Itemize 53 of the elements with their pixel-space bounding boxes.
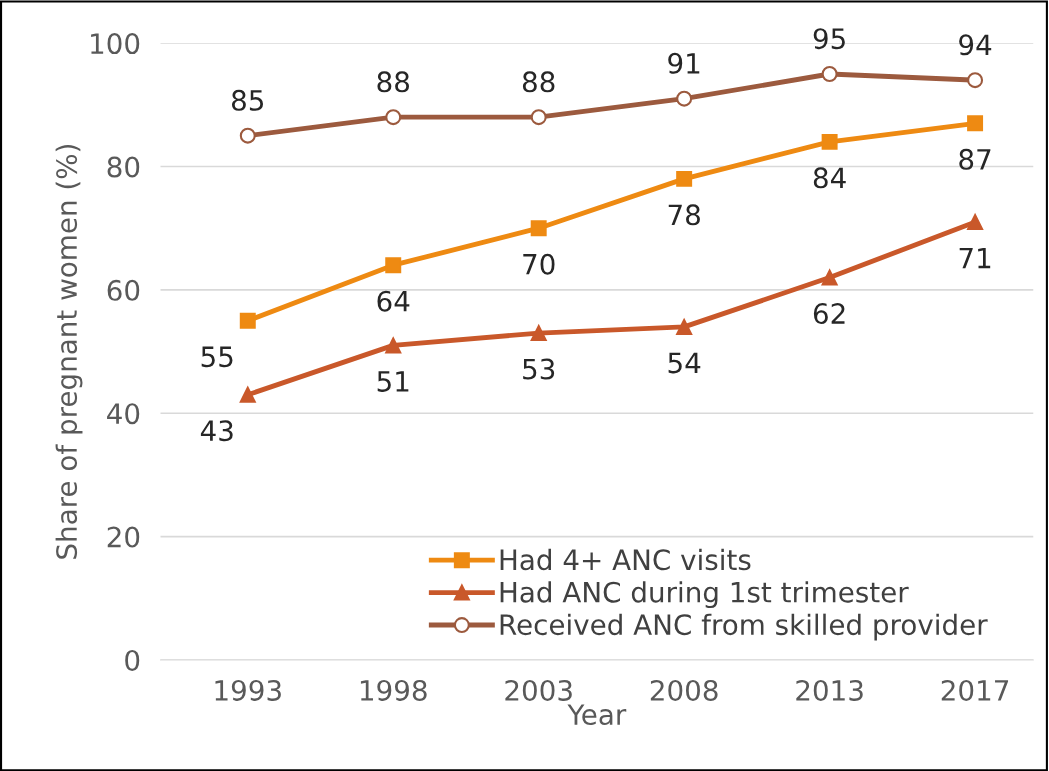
point xyxy=(530,325,547,342)
data-label: 70 xyxy=(523,253,555,275)
data-label: 51 xyxy=(377,371,409,392)
data-label: 64 xyxy=(377,290,410,312)
data-label: 78 xyxy=(668,204,700,226)
x-tick-label: 2003 xyxy=(505,679,572,701)
x-tick-label: 1993 xyxy=(215,679,281,701)
point xyxy=(530,109,547,126)
y-tick-label: 40 xyxy=(107,403,140,425)
point xyxy=(676,90,693,107)
data-label: 88 xyxy=(377,71,410,93)
point xyxy=(821,66,838,82)
x-tick-label: 2017 xyxy=(941,679,1009,701)
x-tick-label: 1998 xyxy=(360,679,427,701)
data-label: 91 xyxy=(668,52,700,74)
point xyxy=(530,220,547,237)
point xyxy=(239,386,256,403)
data-label: 55 xyxy=(201,346,233,368)
point xyxy=(385,109,402,126)
point xyxy=(967,115,984,132)
point xyxy=(385,257,402,274)
data-label: 54 xyxy=(668,352,701,374)
legend-label: Had 4+ ANC visits xyxy=(500,548,751,571)
x-axis-title: Year xyxy=(567,704,627,726)
point xyxy=(821,269,838,286)
legend-label: Received ANC from skilled provider xyxy=(500,613,988,641)
y-axis-title: Share of pregnant women (%) xyxy=(55,144,83,559)
y-tick-label: 0 xyxy=(125,649,140,671)
data-label: 95 xyxy=(813,28,845,50)
y-tick-label: 20 xyxy=(107,526,140,548)
data-label: 84 xyxy=(813,167,846,189)
point xyxy=(676,170,693,187)
y-tick-label: 80 xyxy=(107,156,140,178)
point xyxy=(821,133,838,150)
x-tick-label: 2008 xyxy=(650,679,718,701)
x-tick-label: 2013 xyxy=(796,679,863,701)
point xyxy=(967,214,984,231)
point xyxy=(239,312,256,329)
point xyxy=(676,318,693,335)
data-label: 43 xyxy=(200,420,233,442)
legend-label: Had ANC during 1st trimester xyxy=(500,581,909,609)
point xyxy=(239,127,256,144)
data-label: 87 xyxy=(959,148,991,170)
data-label: 71 xyxy=(959,247,991,269)
point xyxy=(967,72,984,89)
point xyxy=(385,337,402,354)
data-label: 85 xyxy=(231,89,264,111)
data-label: 94 xyxy=(959,34,992,56)
data-label: 88 xyxy=(522,71,555,93)
data-label: 53 xyxy=(523,358,555,380)
y-tick-label: 100 xyxy=(91,33,140,55)
y-tick-label: 60 xyxy=(107,279,140,301)
data-label: 62 xyxy=(813,303,845,325)
